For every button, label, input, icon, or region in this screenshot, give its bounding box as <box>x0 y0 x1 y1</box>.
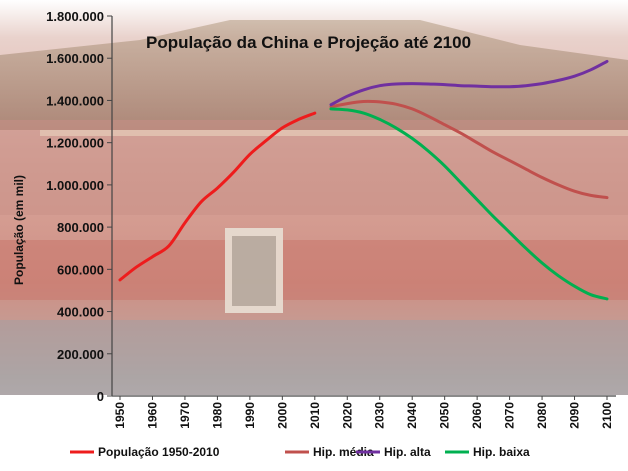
x-tick-label: 2000 <box>275 402 289 429</box>
x-tick-label: 2020 <box>340 402 354 429</box>
y-axis-label: População (em mil) <box>12 175 26 285</box>
x-tick-label: 2080 <box>535 402 549 429</box>
y-tick-label: 0 <box>97 389 104 404</box>
legend-label: Hip. média <box>313 445 374 459</box>
x-tick-label: 2040 <box>405 402 419 429</box>
x-tick-label: 1990 <box>243 402 257 429</box>
y-axis-ticks: 0 200.000 400.000 600.000 800.000 1.000.000 1.… <box>46 9 112 404</box>
x-tick-label: 2050 <box>438 402 452 429</box>
y-tick-label: 400.000 <box>57 305 104 320</box>
x-tick-label: 2070 <box>503 402 517 429</box>
x-tick-label: 2010 <box>308 402 322 429</box>
y-tick-label: 600.000 <box>57 262 104 277</box>
series-line-hip-alta <box>329 59 609 107</box>
y-tick-label: 1.000.000 <box>46 178 104 193</box>
x-tick-label: 2090 <box>568 402 582 429</box>
y-tick-label: 200.000 <box>57 347 104 362</box>
series-line-hip-media <box>329 99 609 200</box>
x-tick-label: 1960 <box>145 402 159 429</box>
x-tick-label: 2100 <box>600 402 614 429</box>
y-tick-label: 800.000 <box>57 220 104 235</box>
x-tick-label: 2060 <box>470 402 484 429</box>
y-tick-label: 1.400.000 <box>46 93 104 108</box>
legend-label: Hip. alta <box>384 445 431 459</box>
legend-label: Hip. baixa <box>473 445 530 459</box>
x-tick-label: 1970 <box>178 402 192 429</box>
series-line-populacao-1950-2010 <box>118 111 317 282</box>
x-axis-ticks: 1950 1960 1970 1980 1990 2000 2010 2020 2030 2040… <box>113 396 614 429</box>
x-tick-label: 2030 <box>373 402 387 429</box>
x-tick-label: 1980 <box>210 402 224 429</box>
x-tick-label: 1950 <box>113 402 127 429</box>
y-tick-label: 1.800.000 <box>46 9 104 24</box>
chart-title: População da China e Projeção até 2100 <box>146 33 471 52</box>
legend-label: População 1950-2010 <box>98 445 220 459</box>
series-lines <box>118 59 609 301</box>
y-tick-label: 1.600.000 <box>46 51 104 66</box>
series-line-hip-baixa <box>329 107 609 301</box>
legend: População 1950-2010 Hip. média Hip. alta Hi… <box>70 445 530 459</box>
y-tick-label: 1.200.000 <box>46 136 104 151</box>
